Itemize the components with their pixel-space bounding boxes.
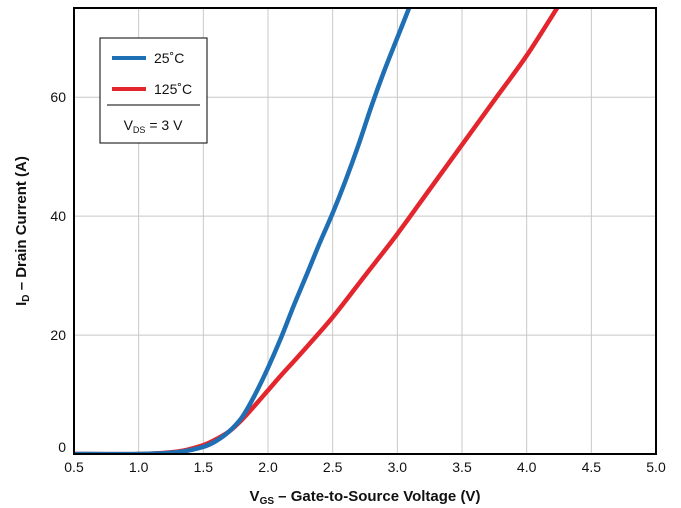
x-tick-labels: 0.5 1.0 1.5 2.0 2.5 3.0 3.5 4.0 4.5 5.0 [64,459,666,475]
x-tick-label: 1.5 [194,459,214,475]
y-tick-labels: 0 20 40 60 [50,89,66,455]
x-tick-label: 3.5 [452,459,472,475]
x-tick-label: 4.5 [582,459,602,475]
plot-frame [73,7,657,455]
x-tick-label: 2.0 [258,459,278,475]
series-line-25c [74,8,412,454]
legend-condition: VDS = 3 V [124,117,183,135]
legend-label-125c: 125˚C [154,81,192,97]
series-group [74,8,560,454]
y-tick-label: 40 [50,208,66,224]
x-tick-label: 3.0 [388,459,408,475]
y-axis-title: ID – Drain Current (A) [13,156,32,306]
y-tick-label: 0 [58,439,66,455]
x-axis-title: VGS – Gate-to-Source Voltage (V) [250,488,481,507]
legend-label-25c: 25˚C [154,50,184,66]
x-tick-label: 1.0 [129,459,149,475]
y-tick-label: 20 [50,327,66,343]
x-tick-label: 4.0 [517,459,537,475]
x-tick-label: 5.0 [646,459,666,475]
x-tick-label: 0.5 [64,459,84,475]
x-tick-label: 2.5 [323,459,343,475]
y-tick-label: 60 [50,89,66,105]
legend: 25˚C 125˚C VDS = 3 V [99,37,208,144]
